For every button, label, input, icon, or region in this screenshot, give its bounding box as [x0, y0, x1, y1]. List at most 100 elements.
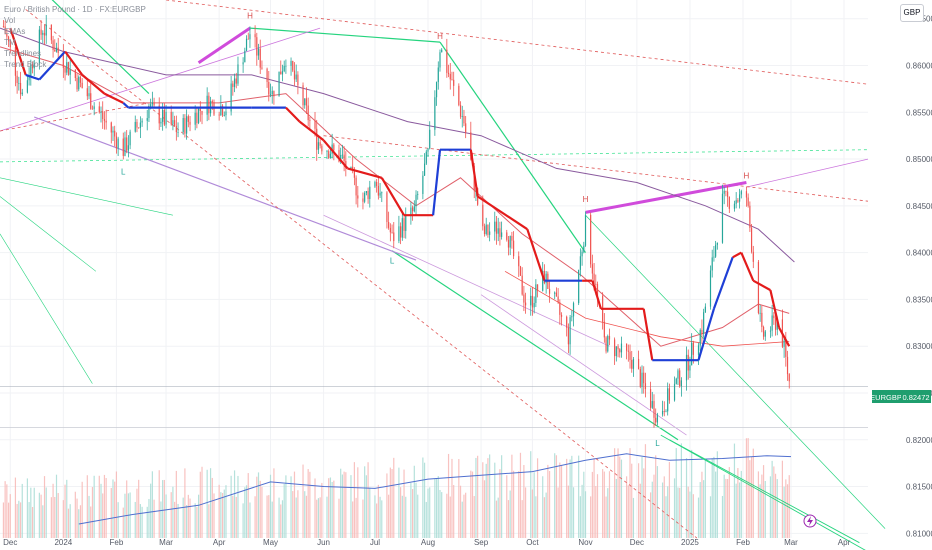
candle-body — [268, 81, 270, 95]
volume-bar — [591, 471, 593, 538]
volume-bar — [67, 508, 70, 538]
candle-body — [411, 207, 414, 212]
volume-bar — [422, 457, 424, 538]
volume-bar — [471, 471, 474, 538]
candle-body — [713, 256, 715, 258]
volume-bar — [6, 484, 8, 538]
volume-bar — [122, 507, 124, 538]
volume-bar — [376, 503, 378, 538]
volume-bar — [16, 503, 18, 538]
volume-bar — [345, 472, 347, 538]
candle-body — [435, 82, 438, 98]
candle-body — [329, 153, 332, 158]
volume-bar — [487, 458, 489, 538]
volume-bar — [177, 503, 179, 538]
candle-body — [619, 349, 621, 353]
candle-body — [343, 154, 345, 162]
candle-body — [463, 116, 465, 124]
candle-body — [699, 329, 701, 346]
volume-bar — [103, 474, 106, 538]
candle-body — [596, 284, 599, 296]
volume-bar — [81, 481, 83, 538]
volume-bar — [410, 483, 412, 538]
volume-bar — [511, 454, 513, 538]
volume-bar — [627, 485, 629, 538]
volume-bar — [283, 484, 285, 538]
volume-bar — [665, 496, 667, 538]
candle-body — [591, 264, 593, 274]
time-tick-label: Jul — [370, 538, 380, 547]
trend-block-segment — [697, 308, 715, 361]
time-tick-label: Aug — [421, 538, 435, 547]
volume-bar — [547, 464, 549, 538]
trend-block-segment — [712, 256, 734, 310]
volume-bar — [703, 480, 705, 538]
currency-button[interactable]: GBP — [900, 4, 924, 22]
candle-body — [441, 49, 443, 53]
volume-bar — [321, 482, 323, 538]
volume-bar — [697, 497, 700, 538]
candle-body — [309, 120, 311, 121]
volume-bar — [174, 501, 176, 538]
candle-body — [326, 151, 328, 152]
candle-body — [764, 331, 766, 337]
candle-body — [655, 417, 657, 423]
candle-body — [86, 88, 88, 97]
candle-body — [230, 83, 232, 112]
candle-body — [62, 53, 64, 68]
volume-bar — [632, 497, 635, 538]
volume-bar — [18, 500, 20, 538]
volume-bar — [567, 485, 569, 538]
volume-bar — [605, 496, 607, 538]
ema-fast-line — [0, 46, 790, 347]
volume-bar — [343, 471, 345, 538]
volume-bar — [355, 497, 357, 538]
volume-bar — [194, 503, 196, 538]
candle-body — [90, 93, 92, 109]
volume-bar — [689, 491, 691, 538]
candle-body — [663, 410, 665, 412]
trend-block-segment — [25, 73, 40, 81]
candle-body — [28, 77, 30, 81]
trend-block-segment — [285, 106, 301, 123]
volume-bar — [607, 488, 609, 538]
volume-bar — [463, 494, 465, 538]
volume-bar — [304, 491, 306, 538]
legend-vol: Vol — [4, 16, 15, 25]
volume-bar — [733, 443, 736, 538]
volume-bar — [33, 487, 35, 538]
candle-body — [639, 369, 641, 387]
trendline — [33, 116, 417, 261]
candle-body — [461, 116, 463, 117]
time-tick-label: Jun — [317, 538, 330, 547]
candle-body — [531, 295, 534, 308]
volume-bar — [521, 500, 523, 538]
volume-bar — [257, 472, 260, 538]
candle-body — [675, 378, 677, 384]
candle-body — [774, 318, 777, 330]
trendline — [669, 439, 860, 544]
candle-body — [314, 120, 316, 129]
candle-body — [661, 410, 664, 415]
candle-body — [232, 83, 234, 87]
trend-block-segment — [81, 74, 106, 95]
volume-bar — [608, 471, 611, 538]
candle-body — [304, 98, 306, 106]
volume-bar — [393, 457, 395, 538]
trend-block-segment — [469, 149, 479, 197]
candle-body — [410, 207, 412, 216]
candle-body — [69, 69, 71, 75]
volume-bar — [259, 480, 261, 538]
candle-body — [629, 351, 631, 360]
candle-body — [495, 221, 498, 234]
candle-body — [566, 316, 568, 328]
volume-bar — [64, 484, 66, 538]
candle-body — [559, 302, 561, 315]
candle-body — [513, 240, 515, 257]
lightning-icon[interactable] — [803, 514, 817, 528]
volume-bar — [374, 495, 376, 538]
volume-bar — [403, 469, 405, 538]
